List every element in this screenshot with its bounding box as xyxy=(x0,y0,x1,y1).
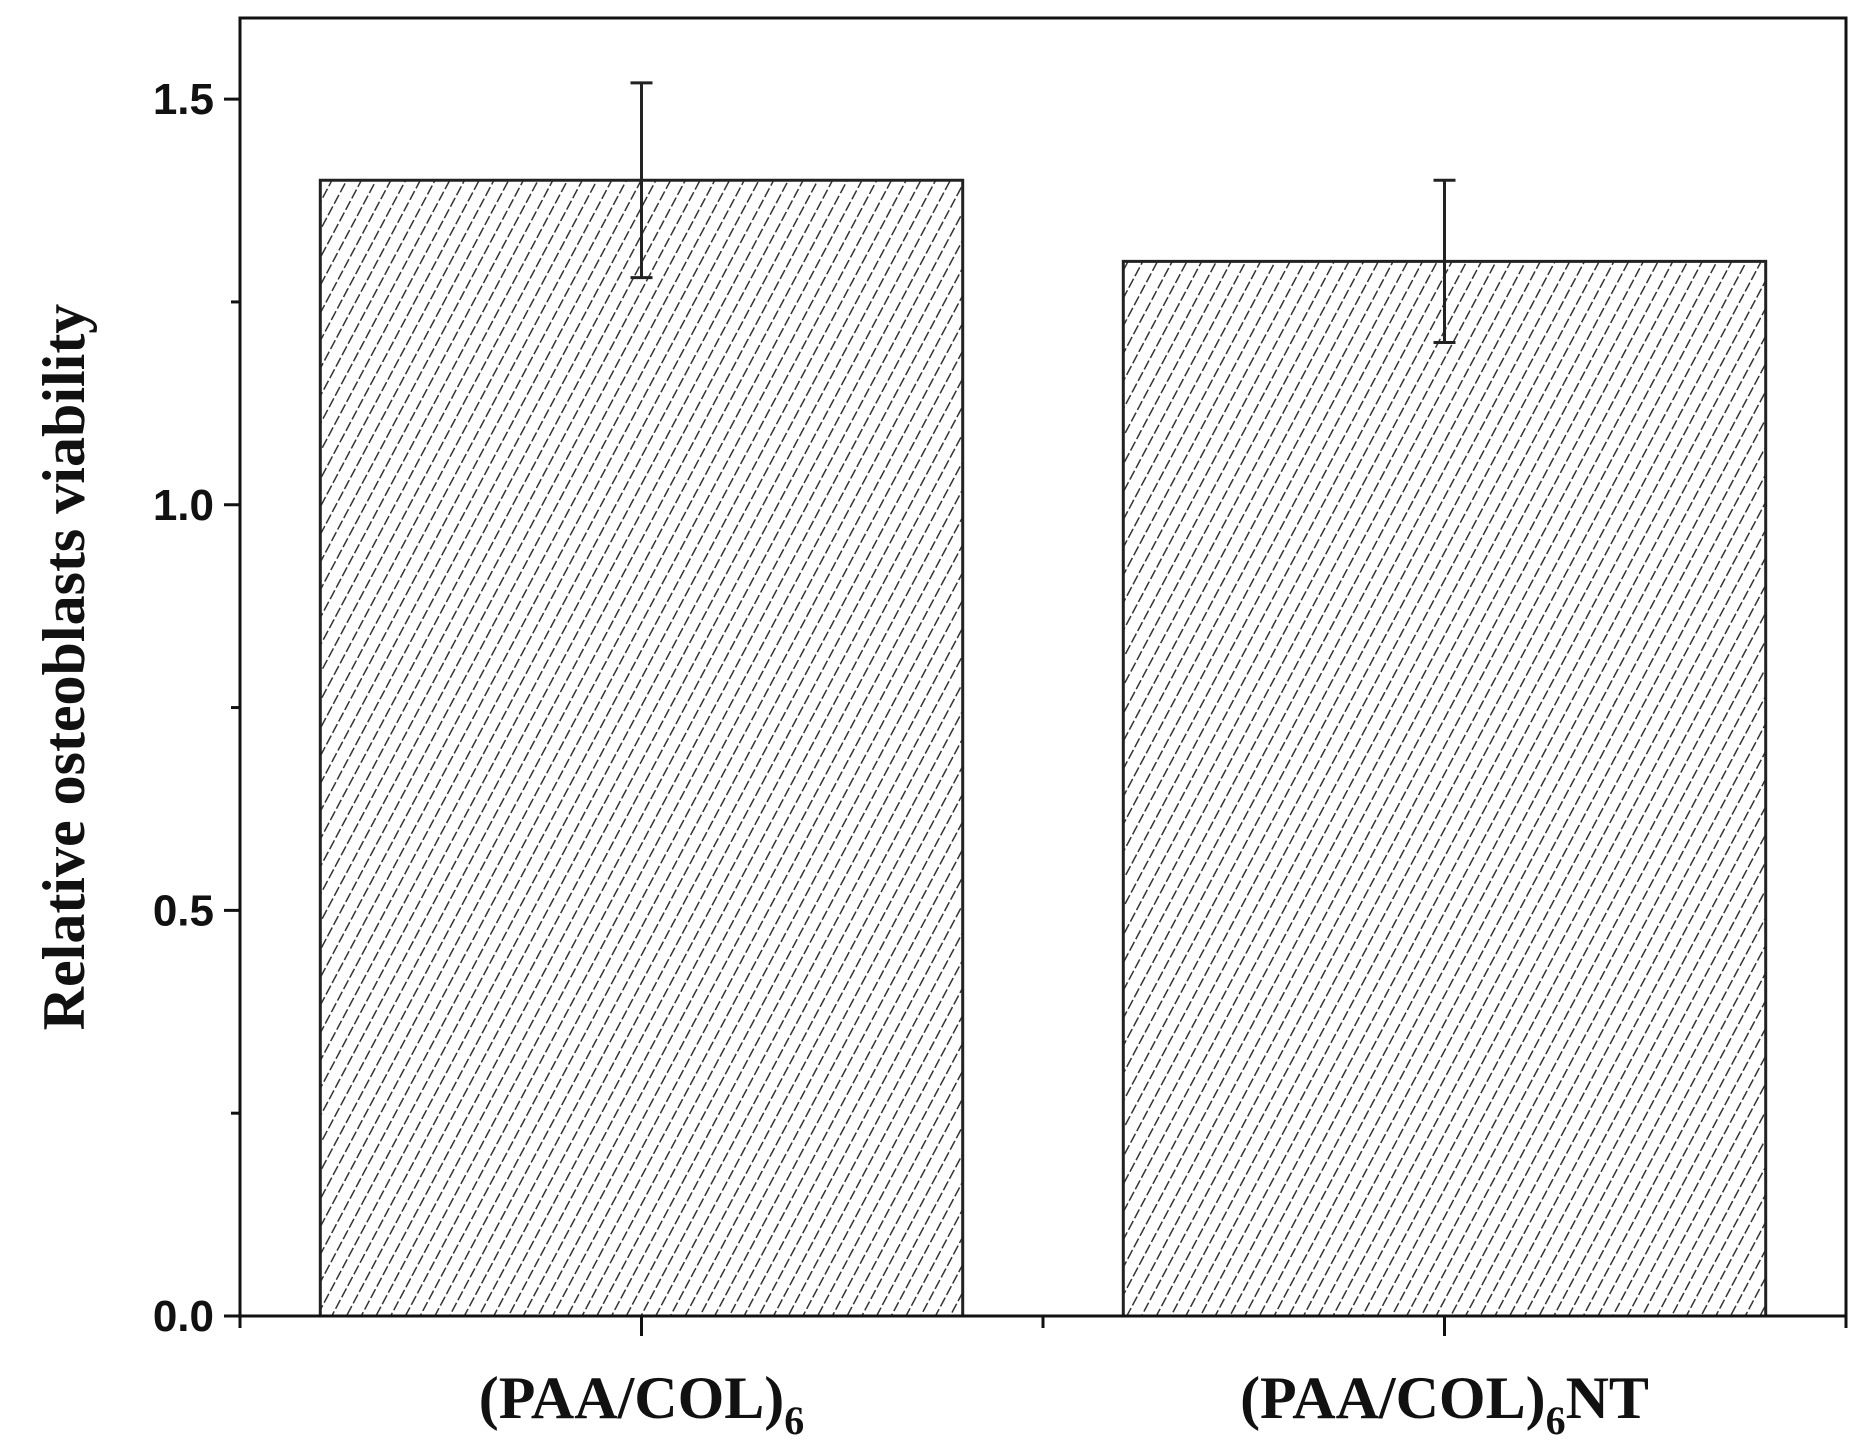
y-tick-label-3: 1.0 xyxy=(153,481,214,530)
y-tick-label-2: 0.5 xyxy=(153,886,214,935)
x-tick-label-1: (PAA/COL)6 xyxy=(479,1365,805,1443)
y-axis-title: Relative osteoblasts viability xyxy=(31,304,97,1031)
x-tick-label-main: (PAA/COL) xyxy=(1240,1365,1546,1431)
x-tick-label-subscript: 6 xyxy=(1546,1398,1566,1443)
x-tick-label-2: (PAA/COL)6NT xyxy=(1240,1365,1649,1443)
bars-layer xyxy=(318,178,1768,1318)
y-tick-label-4: 1.5 xyxy=(153,75,214,124)
error-bar-2 xyxy=(1433,178,1456,344)
y-axis-ticks: 0.0 0.5 1.0 1.5 xyxy=(153,75,240,1341)
x-axis-ticks: (PAA/COL)6 (PAA/COL)6NT xyxy=(238,1316,1848,1443)
x-tick-label-suffix: NT xyxy=(1566,1365,1649,1431)
error-bar-1 xyxy=(630,81,653,280)
y-tick-label-1: 0.0 xyxy=(153,1292,214,1341)
x-tick-label-main: (PAA/COL) xyxy=(479,1365,785,1431)
bar-1 xyxy=(318,178,965,1318)
bar-2 xyxy=(1121,259,1768,1318)
x-tick-label-subscript: 6 xyxy=(784,1398,804,1443)
error-bars-layer xyxy=(630,81,1456,344)
